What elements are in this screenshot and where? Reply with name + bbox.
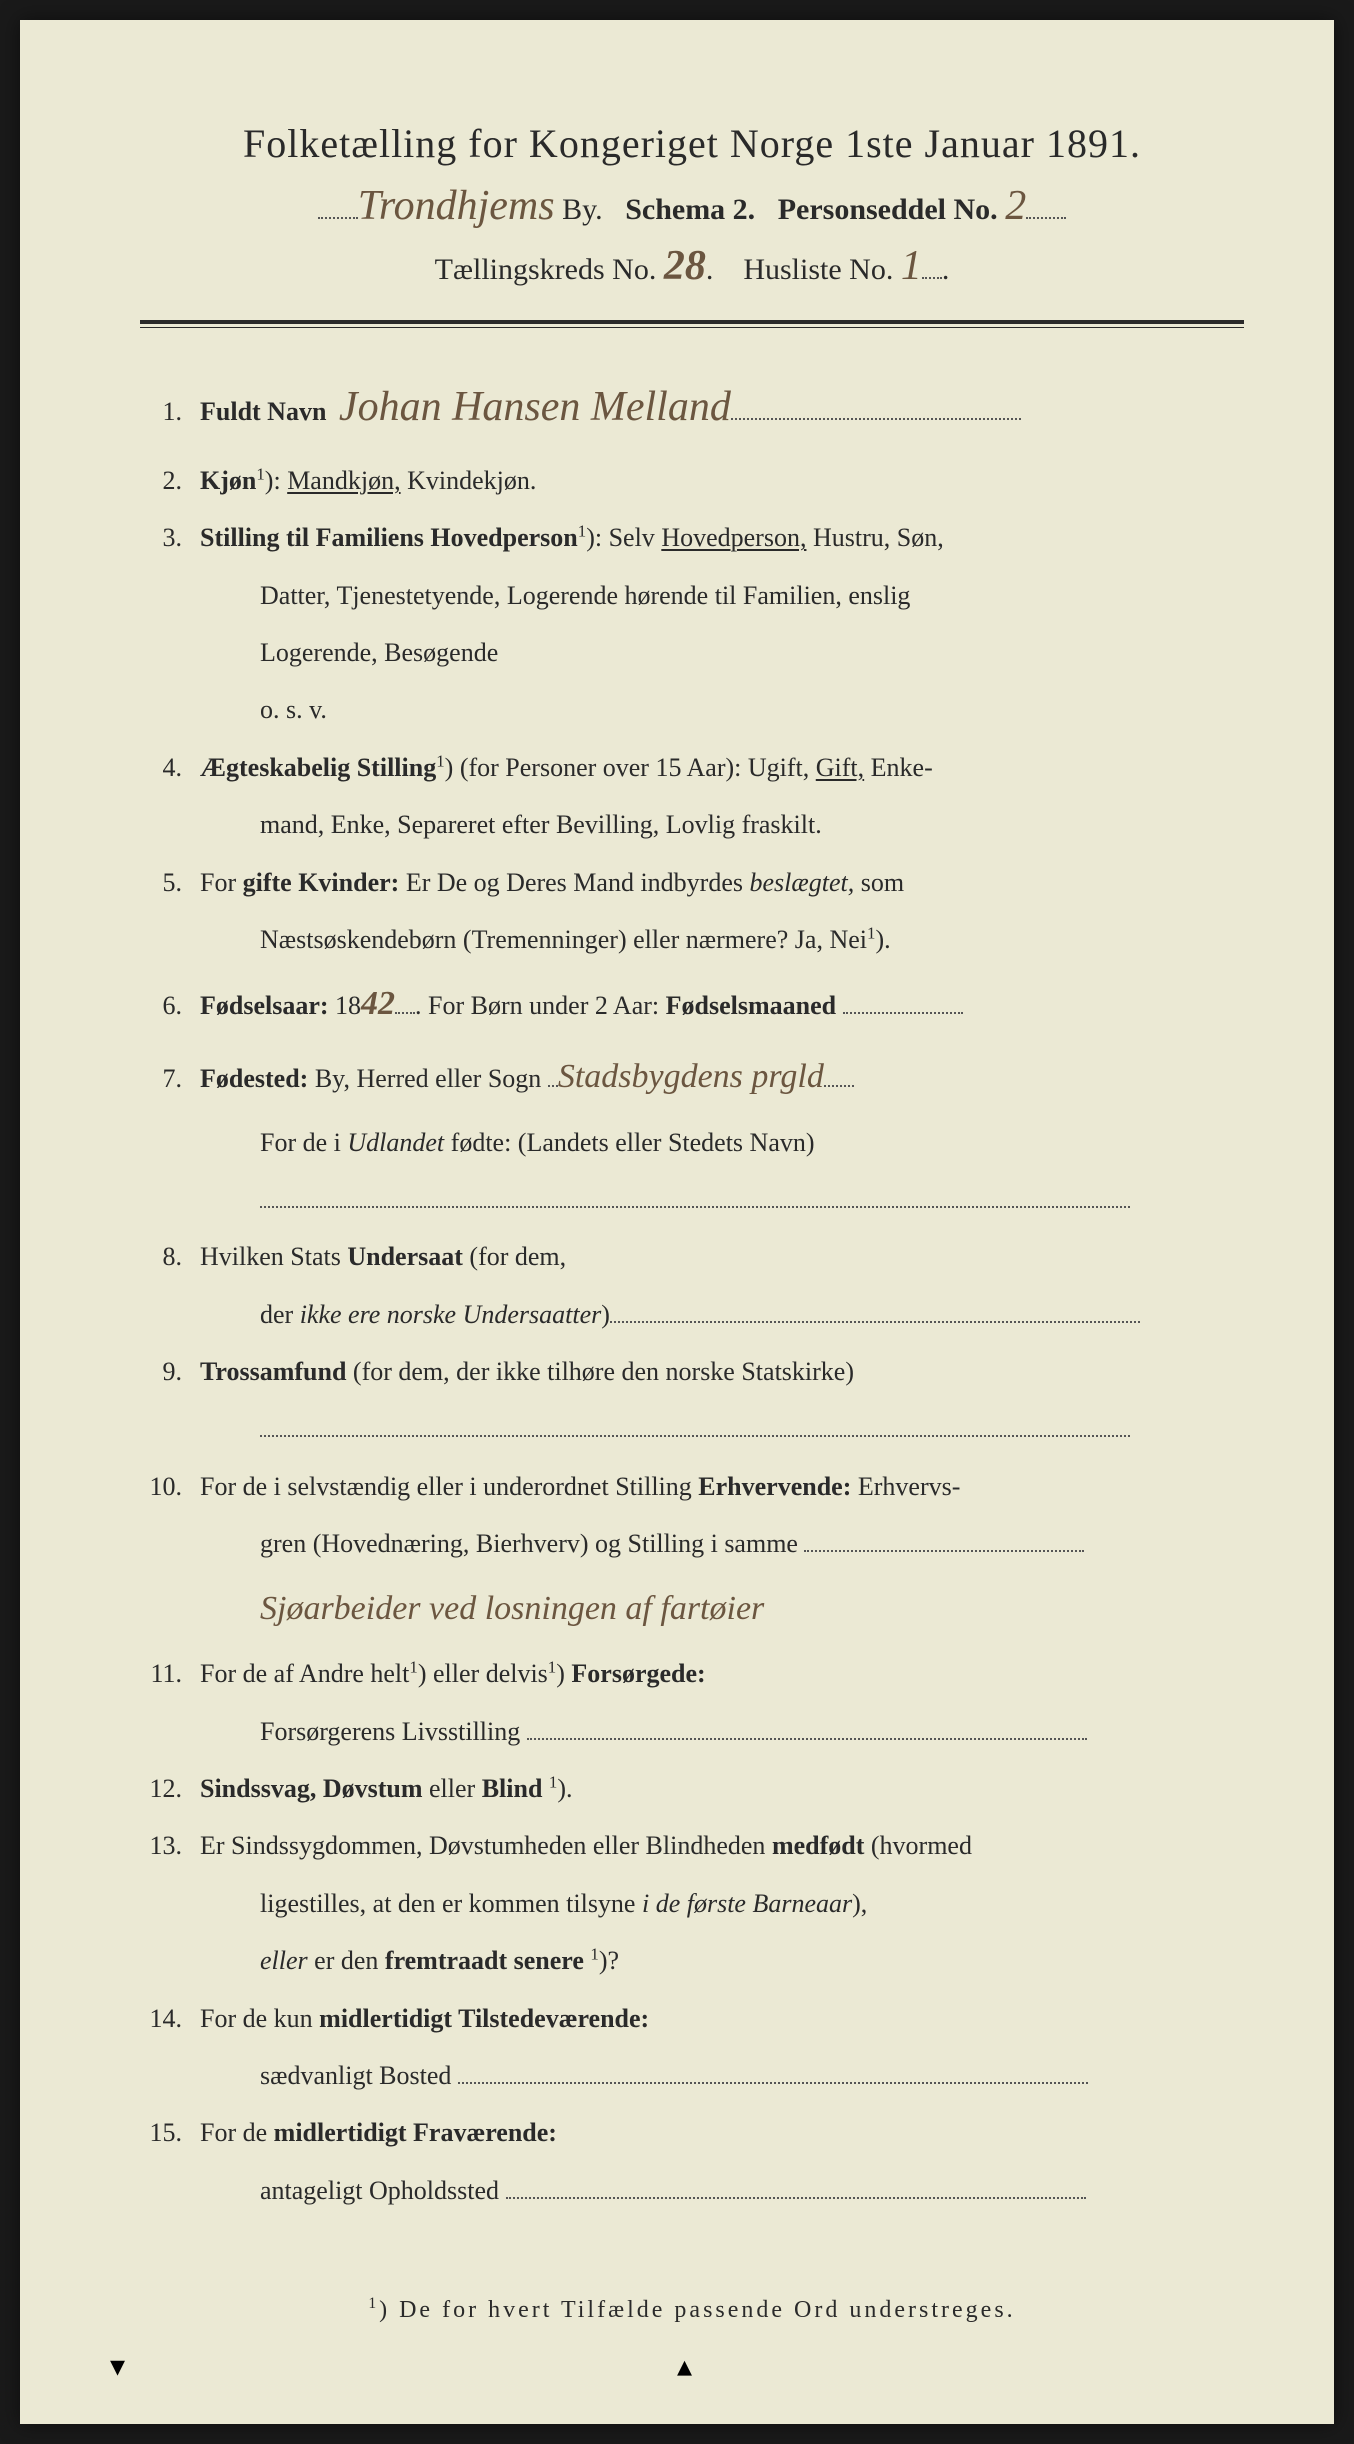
city-label: By. [562,193,603,226]
city-handwritten: Trondhjems [358,183,555,229]
q11-line2: Forsørgerens Livsstilling [140,1707,1244,1756]
q7-row: 7. Fødested: By, Herred eller Sogn Stads… [140,1045,1244,1110]
q10-value-line: Sjøarbeider ved losningen af fartøier [140,1577,1244,1642]
q2-row: 2. Kjøn1): Mandkjøn, Kvindekjøn. [140,456,1244,505]
q6-num: 6. [140,981,200,1030]
q7-line2: For de i Udlandet fødte: (Landets eller … [140,1118,1244,1167]
q3-line3: Logerende, Besøgende [140,628,1244,677]
q4-gift: Gift, [816,753,864,782]
subtitle-row-2: Tællingskreds No. 28. Husliste No. 1. [140,242,1244,290]
q8-row: 8. Hvilken Stats Undersaat (for dem, [140,1232,1244,1281]
corner-marker-left: ▾ [110,2349,125,2384]
q1-value: Johan Hansen Melland [339,384,731,430]
q12-row: 12. Sindssvag, Døvstum eller Blind 1). [140,1764,1244,1813]
q4-num: 4. [140,743,200,792]
q1-label: Fuldt Navn [200,397,326,426]
kreds-no: 28 [664,243,706,289]
q5-num: 5. [140,858,200,907]
q13-line2: ligestilles, at den er kommen tilsyne i … [140,1879,1244,1928]
q9-num: 9. [140,1347,200,1396]
husliste-no: 1 [901,243,922,289]
q13-line3: eller er den fremtraadt senere 1)? [140,1936,1244,1985]
q11-row: 11. For de af Andre helt1) eller delvis1… [140,1649,1244,1698]
corner-marker-mid: ▴ [677,2349,692,2384]
kreds-label: Tællingskreds No. [435,253,657,286]
header-divider [140,320,1244,328]
q10-value: Sjøarbeider ved losningen af fartøier [260,1590,764,1627]
footnote: 1) De for hvert Tilfælde passende Ord un… [140,2295,1244,2324]
q4-row: 4. Ægteskabelig Stilling1) (for Personer… [140,743,1244,792]
q3-num: 3. [140,513,200,562]
q14-num: 14. [140,1994,200,2043]
schema-label: Schema 2. [625,193,755,226]
q3-hovedperson: Hovedperson, [661,523,806,552]
q6-row: 6. Fødselsaar: 1842. For Børn under 2 Aa… [140,972,1244,1037]
q3-label: Stilling til Familiens Hovedperson [200,523,578,552]
personseddel-no: 2 [1005,183,1026,229]
q7-dotline [140,1175,1244,1224]
q5-line2: Næstsøskendebørn (Tremenninger) eller næ… [140,915,1244,964]
q7-value: Stadsbygdens prgld [558,1058,824,1095]
q9-row: 9. Trossamfund (for dem, der ikke tilhør… [140,1347,1244,1396]
q13-num: 13. [140,1821,200,1870]
q9-dotline [140,1404,1244,1453]
q11-num: 11. [140,1649,200,1698]
q15-line2: antageligt Opholdssted [140,2166,1244,2215]
q2-label: Kjøn [200,466,256,495]
q8-num: 8. [140,1232,200,1281]
q14-line2: sædvanligt Bosted [140,2051,1244,2100]
q7-num: 7. [140,1054,200,1103]
subtitle-row-1: Trondhjems By. Schema 2. Personseddel No… [140,182,1244,230]
q1-row: 1. Fuldt Navn Johan Hansen Melland [140,368,1244,448]
q10-line2: gren (Hovednæring, Bierhverv) og Stillin… [140,1519,1244,1568]
q4-line2: mand, Enke, Separeret efter Bevilling, L… [140,800,1244,849]
q2-opt-kvindekjon: Kvindekjøn. [407,466,536,495]
census-form-page: Folketælling for Kongeriget Norge 1ste J… [20,20,1334,2424]
q8-line2: der ikke ere norske Undersaatter) [140,1290,1244,1339]
q10-row: 10. For de i selvstændig eller i underor… [140,1462,1244,1511]
q2-num: 2. [140,456,200,505]
q15-num: 15. [140,2108,200,2157]
q15-row: 15. For de midlertidigt Fraværende: [140,2108,1244,2157]
q1-num: 1. [140,387,200,436]
q6-label: Fødselsaar: [200,991,329,1020]
q7-label: Fødested: [200,1064,308,1093]
q13-row: 13. Er Sindssygdommen, Døvstumheden elle… [140,1821,1244,1870]
q3-row: 3. Stilling til Familiens Hovedperson1):… [140,513,1244,562]
q9-label: Trossamfund [200,1357,346,1386]
q2-opt-mandkjon: Mandkjøn, [287,466,400,495]
q3-line2: Datter, Tjenestetyende, Logerende hørend… [140,571,1244,620]
q10-num: 10. [140,1462,200,1511]
q5-row: 5. For gifte Kvinder: Er De og Deres Man… [140,858,1244,907]
form-body: 1. Fuldt Navn Johan Hansen Melland 2. Kj… [140,368,1244,2215]
q14-row: 14. For de kun midlertidigt Tilstedevære… [140,1994,1244,2043]
form-title: Folketælling for Kongeriget Norge 1ste J… [140,120,1244,167]
husliste-label: Husliste No. [743,253,893,286]
personseddel-label: Personseddel No. [778,193,998,226]
q4-label: Ægteskabelig Stilling [200,753,436,782]
q6-year: 42 [361,985,395,1022]
q3-line4: o. s. v. [140,685,1244,734]
q12-num: 12. [140,1764,200,1813]
form-header: Folketælling for Kongeriget Norge 1ste J… [140,120,1244,290]
